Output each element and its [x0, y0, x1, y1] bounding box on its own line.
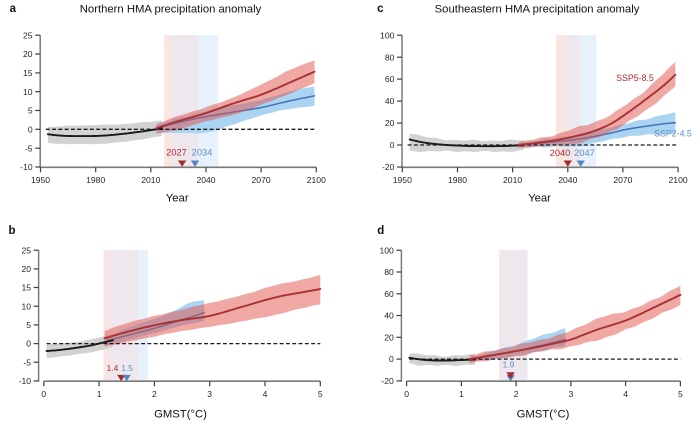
- svg-text:2070: 2070: [252, 175, 271, 185]
- svg-text:2047: 2047: [574, 148, 595, 158]
- svg-text:20: 20: [21, 264, 31, 274]
- svg-text:20: 20: [384, 332, 394, 342]
- svg-text:2027: 2027: [166, 148, 187, 158]
- svg-text:5: 5: [26, 320, 31, 330]
- svg-text:1980: 1980: [86, 175, 105, 185]
- svg-text:80: 80: [384, 267, 394, 277]
- svg-text:15: 15: [21, 283, 31, 293]
- svg-text:SSP5-8.5: SSP5-8.5: [616, 73, 654, 83]
- svg-text:2100: 2100: [669, 175, 688, 185]
- svg-text:-5: -5: [23, 357, 31, 367]
- svg-text:2040: 2040: [550, 148, 571, 158]
- svg-text:25: 25: [23, 30, 33, 40]
- svg-text:1: 1: [97, 389, 102, 399]
- svg-text:15: 15: [23, 68, 33, 78]
- svg-text:3: 3: [207, 389, 212, 399]
- svg-text:SSP2-4.5: SSP2-4.5: [654, 128, 692, 138]
- svg-text:2010: 2010: [503, 175, 522, 185]
- svg-text:0: 0: [390, 140, 395, 150]
- svg-text:Year: Year: [528, 193, 551, 205]
- svg-text:-10: -10: [19, 376, 32, 386]
- svg-text:GMST(°C): GMST(°C): [517, 408, 570, 420]
- svg-text:40: 40: [385, 96, 395, 106]
- svg-text:20: 20: [385, 118, 395, 128]
- svg-text:1980: 1980: [448, 175, 467, 185]
- svg-text:5: 5: [28, 106, 33, 116]
- svg-text:0: 0: [41, 389, 46, 399]
- svg-text:b: b: [8, 225, 15, 237]
- svg-text:1950: 1950: [393, 175, 412, 185]
- svg-text:2100: 2100: [307, 175, 326, 185]
- svg-text:-20: -20: [381, 376, 394, 386]
- svg-text:1: 1: [459, 389, 464, 399]
- svg-text:0: 0: [26, 339, 31, 349]
- svg-text:0: 0: [28, 124, 33, 134]
- svg-text:20: 20: [23, 49, 33, 59]
- svg-text:3: 3: [569, 389, 574, 399]
- svg-text:5: 5: [318, 389, 323, 399]
- svg-text:0: 0: [389, 354, 394, 364]
- svg-text:2: 2: [152, 389, 157, 399]
- svg-text:5: 5: [678, 389, 683, 399]
- svg-text:2040: 2040: [196, 175, 215, 185]
- svg-text:40: 40: [384, 311, 394, 321]
- svg-text:Year: Year: [166, 193, 189, 205]
- svg-text:2040: 2040: [558, 175, 577, 185]
- svg-text:0: 0: [404, 389, 409, 399]
- svg-text:10: 10: [23, 87, 33, 97]
- svg-text:100: 100: [380, 30, 395, 40]
- svg-text:4: 4: [263, 389, 268, 399]
- svg-text:10: 10: [21, 301, 31, 311]
- svg-text:2070: 2070: [613, 175, 632, 185]
- svg-text:80: 80: [385, 52, 395, 62]
- svg-text:1.9: 1.9: [503, 360, 515, 370]
- svg-text:60: 60: [384, 289, 394, 299]
- svg-text:4: 4: [623, 389, 628, 399]
- svg-text:-10: -10: [20, 162, 33, 172]
- svg-text:2010: 2010: [141, 175, 160, 185]
- svg-text:d: d: [377, 225, 384, 237]
- svg-text:Southeastern HMA precipitation: Southeastern HMA precipitation anomaly: [435, 4, 640, 16]
- svg-text:-5: -5: [25, 143, 33, 153]
- svg-text:1950: 1950: [31, 175, 50, 185]
- svg-text:25: 25: [21, 245, 31, 255]
- svg-text:2034: 2034: [192, 148, 213, 158]
- svg-text:2: 2: [514, 389, 519, 399]
- svg-text:GMST(°C): GMST(°C): [154, 408, 207, 420]
- svg-text:100: 100: [379, 245, 394, 255]
- svg-text:60: 60: [385, 74, 395, 84]
- svg-text:1.5: 1.5: [121, 363, 133, 373]
- svg-text:c: c: [377, 3, 384, 15]
- svg-text:-20: -20: [382, 162, 395, 172]
- svg-text:1.4: 1.4: [107, 363, 119, 373]
- svg-text:a: a: [10, 3, 17, 15]
- svg-text:Northern HMA precipitation ano: Northern HMA precipitation anomaly: [80, 4, 262, 16]
